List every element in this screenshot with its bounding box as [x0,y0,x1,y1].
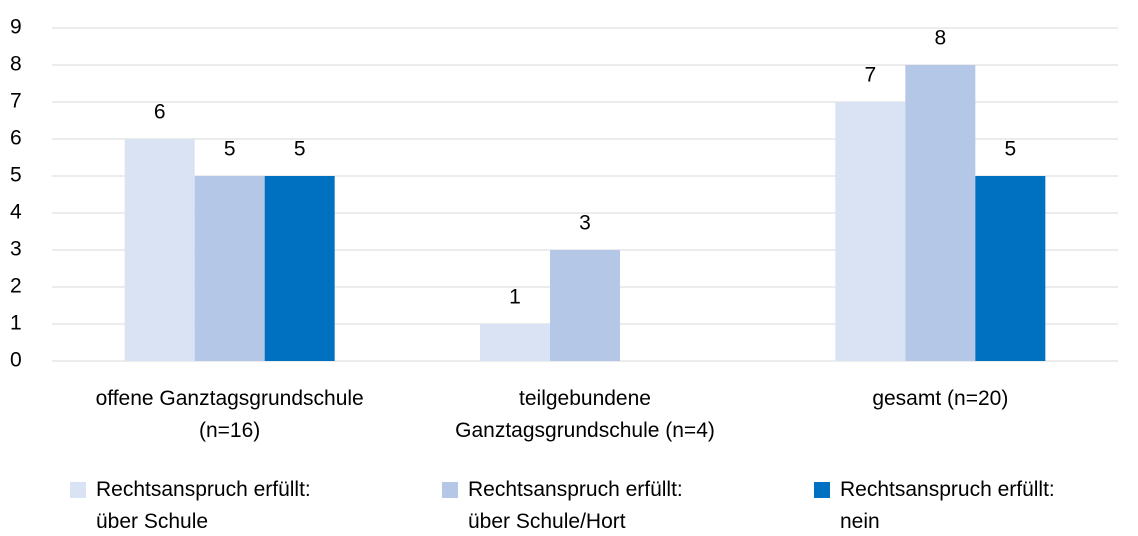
y-tick-label: 2 [10,275,22,298]
x-tick-label: offene Ganztagsgrundschule (n=16) [95,387,364,442]
x-tick-label: teilgebundene Ganztagsgrundschule (n=4) [455,387,715,442]
legend-swatch [70,482,86,498]
value-label: 5 [224,138,236,161]
legend-swatch [814,482,830,498]
value-label: 1 [509,286,521,309]
bar [975,176,1046,361]
bar [550,250,620,361]
y-tick-label: 5 [10,164,22,187]
x-tick-label: gesamt (n=20) [872,387,1009,410]
y-tick-label: 9 [10,16,22,39]
legend-label: Rechtsanspruch erfüllt: nein [840,478,1055,533]
value-label: 6 [154,101,166,124]
y-tick-label: 4 [10,201,22,224]
y-tick-label: 8 [10,53,22,76]
legend-label: Rechtsanspruch erfüllt: über Schule [96,478,311,533]
bar [194,176,265,361]
value-label: 5 [1004,138,1016,161]
bar [835,102,906,361]
y-tick-label: 6 [10,127,22,150]
value-label: 8 [934,27,946,50]
value-label: 7 [864,64,876,87]
value-label: 3 [579,212,591,235]
y-tick-label: 0 [10,349,22,372]
bar [124,139,195,361]
value-label: 5 [294,138,306,161]
y-tick-label: 3 [10,238,22,261]
legend-label: Rechtsanspruch erfüllt: über Schule/Hort [468,478,683,533]
bar [480,324,550,361]
bar [905,65,976,361]
y-tick-label: 1 [10,312,22,335]
bar [264,176,335,361]
legend-swatch [442,482,458,498]
y-tick-label: 7 [10,90,22,113]
